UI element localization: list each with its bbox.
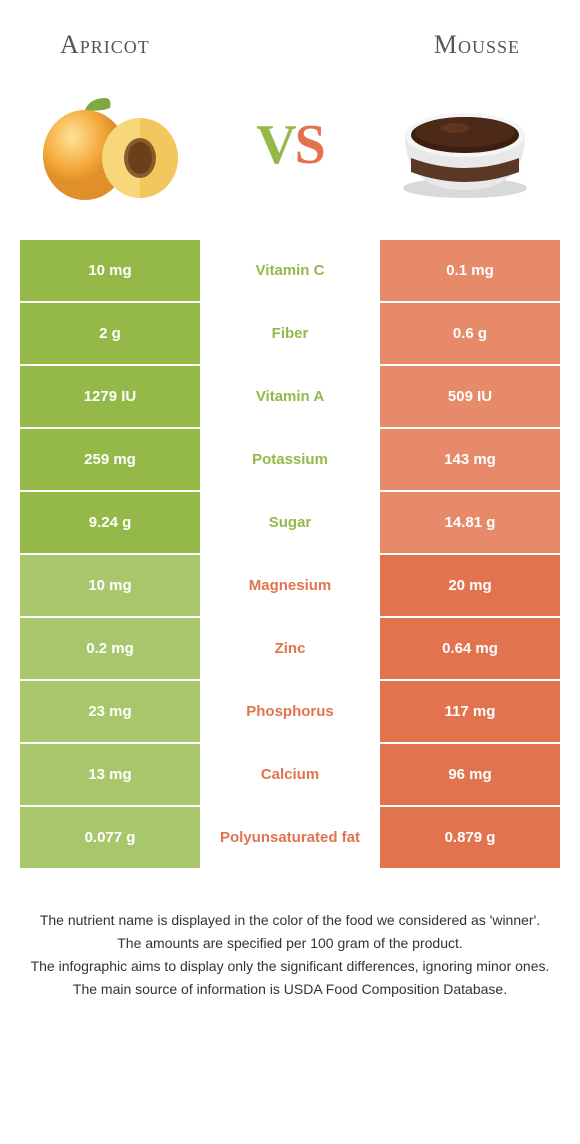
- left-value: 0.077 g: [20, 807, 200, 868]
- table-row: 13 mgCalcium96 mg: [20, 744, 560, 805]
- left-value: 259 mg: [20, 429, 200, 490]
- footer-line: The amounts are specified per 100 gram o…: [30, 933, 550, 954]
- table-row: 10 mgVitamin C0.1 mg: [20, 240, 560, 301]
- footer-line: The nutrient name is displayed in the co…: [30, 910, 550, 931]
- right-value: 20 mg: [380, 555, 560, 616]
- nutrient-label: Fiber: [200, 303, 380, 364]
- nutrient-label: Phosphorus: [200, 681, 380, 742]
- table-row: 0.077 gPolyunsaturated fat0.879 g: [20, 807, 560, 868]
- nutrient-label: Vitamin A: [200, 366, 380, 427]
- left-value: 13 mg: [20, 744, 200, 805]
- left-value: 0.2 mg: [20, 618, 200, 679]
- title-right: Mousse: [434, 30, 520, 60]
- mousse-image: [380, 80, 550, 210]
- nutrient-label: Polyunsaturated fat: [200, 807, 380, 868]
- right-value: 509 IU: [380, 366, 560, 427]
- header: Apricot Mousse: [0, 0, 580, 80]
- right-value: 14.81 g: [380, 492, 560, 553]
- vs-v: V: [256, 114, 294, 176]
- images-row: VS: [0, 80, 580, 240]
- nutrient-label: Calcium: [200, 744, 380, 805]
- comparison-table: 10 mgVitamin C0.1 mg2 gFiber0.6 g1279 IU…: [20, 240, 560, 868]
- table-row: 2 gFiber0.6 g: [20, 303, 560, 364]
- left-value: 9.24 g: [20, 492, 200, 553]
- footer-line: The infographic aims to display only the…: [30, 956, 550, 977]
- table-row: 9.24 gSugar14.81 g: [20, 492, 560, 553]
- table-row: 10 mgMagnesium20 mg: [20, 555, 560, 616]
- nutrient-label: Zinc: [200, 618, 380, 679]
- left-value: 10 mg: [20, 555, 200, 616]
- right-value: 117 mg: [380, 681, 560, 742]
- right-value: 0.6 g: [380, 303, 560, 364]
- footer-line: The main source of information is USDA F…: [30, 979, 550, 1000]
- right-value: 0.1 mg: [380, 240, 560, 301]
- nutrient-label: Potassium: [200, 429, 380, 490]
- table-row: 0.2 mgZinc0.64 mg: [20, 618, 560, 679]
- vs-label: VS: [256, 113, 324, 177]
- right-value: 0.64 mg: [380, 618, 560, 679]
- left-value: 23 mg: [20, 681, 200, 742]
- vs-s: S: [295, 114, 324, 176]
- nutrient-label: Vitamin C: [200, 240, 380, 301]
- right-value: 0.879 g: [380, 807, 560, 868]
- table-row: 23 mgPhosphorus117 mg: [20, 681, 560, 742]
- table-row: 1279 IUVitamin A509 IU: [20, 366, 560, 427]
- left-value: 1279 IU: [20, 366, 200, 427]
- apricot-image: [30, 80, 200, 210]
- table-row: 259 mgPotassium143 mg: [20, 429, 560, 490]
- right-value: 143 mg: [380, 429, 560, 490]
- footer-notes: The nutrient name is displayed in the co…: [0, 870, 580, 1000]
- title-left: Apricot: [60, 30, 150, 60]
- nutrient-label: Magnesium: [200, 555, 380, 616]
- nutrient-label: Sugar: [200, 492, 380, 553]
- left-value: 2 g: [20, 303, 200, 364]
- left-value: 10 mg: [20, 240, 200, 301]
- right-value: 96 mg: [380, 744, 560, 805]
